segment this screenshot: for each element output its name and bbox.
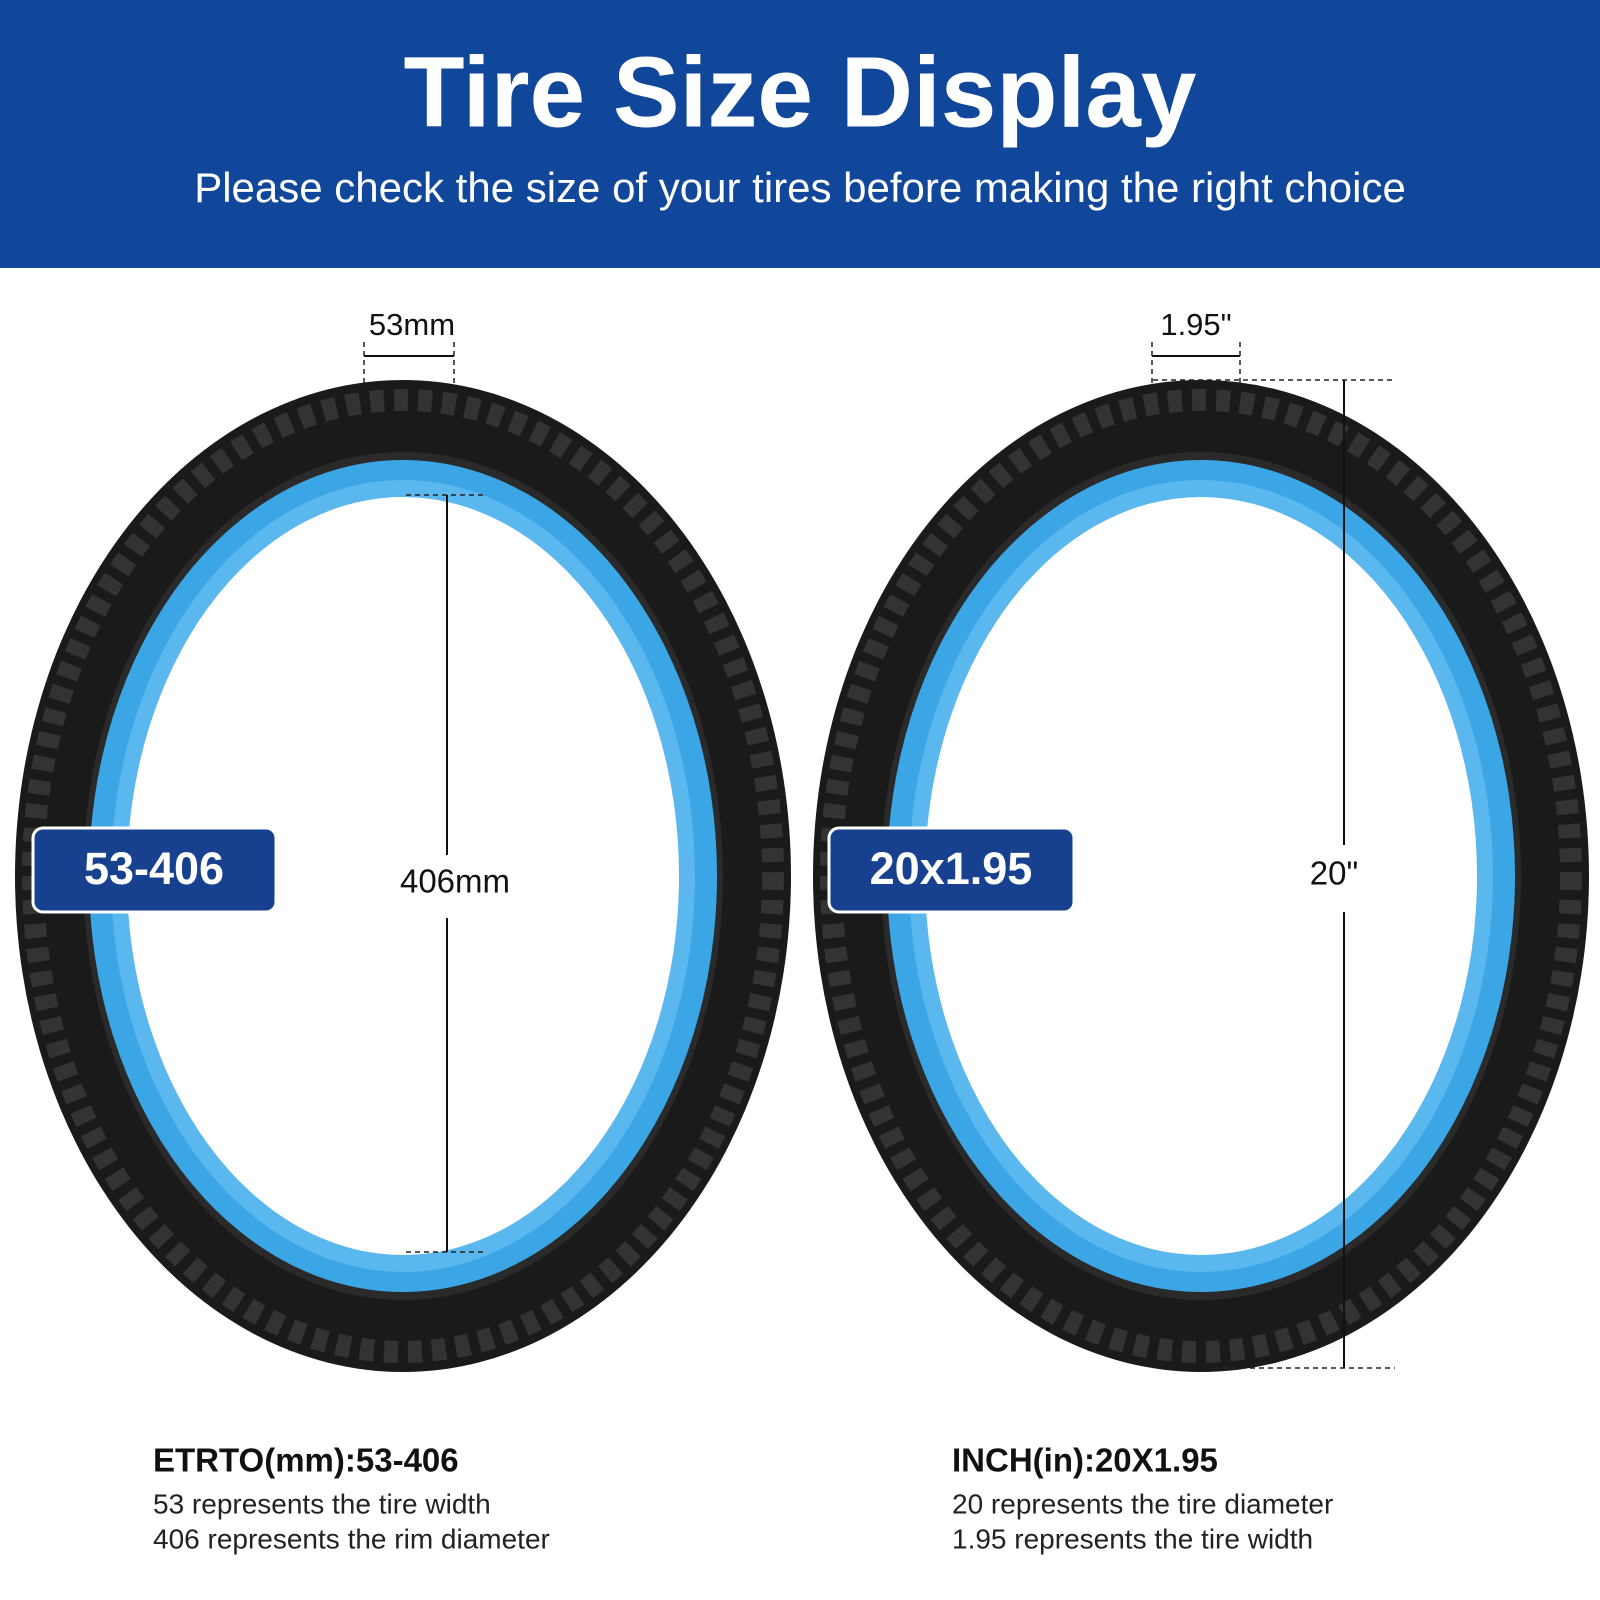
width-label: 1.95": [1160, 307, 1231, 342]
spec-line: 1.95 represents the tire width: [952, 1523, 1313, 1554]
badge-text: 20x1.95: [870, 843, 1033, 894]
spec-line: 406 represents the rim diameter: [153, 1523, 550, 1554]
tire-left: [15, 380, 791, 1372]
spec-line: 53 represents the tire width: [153, 1488, 491, 1519]
spec-title: ETRTO(mm):53-406: [153, 1442, 459, 1479]
diameter-label: 406mm: [400, 863, 510, 900]
header-band: [0, 0, 1600, 268]
badge: [827, 826, 1076, 914]
left-dimensions: [363, 342, 486, 1253]
title: Tire Size Display: [404, 36, 1197, 148]
spec-title: INCH(in):20X1.95: [952, 1442, 1218, 1479]
subtitle: Please check the size of your tires befo…: [194, 164, 1406, 211]
badge-text: 53-406: [84, 843, 224, 894]
right-dimensions: [1151, 342, 1395, 1369]
tire-right: [813, 380, 1589, 1372]
badge: [31, 826, 278, 914]
width-label: 53mm: [369, 307, 455, 342]
diameter-label: 20": [1310, 855, 1358, 892]
spec-line: 20 represents the tire diameter: [952, 1488, 1333, 1519]
